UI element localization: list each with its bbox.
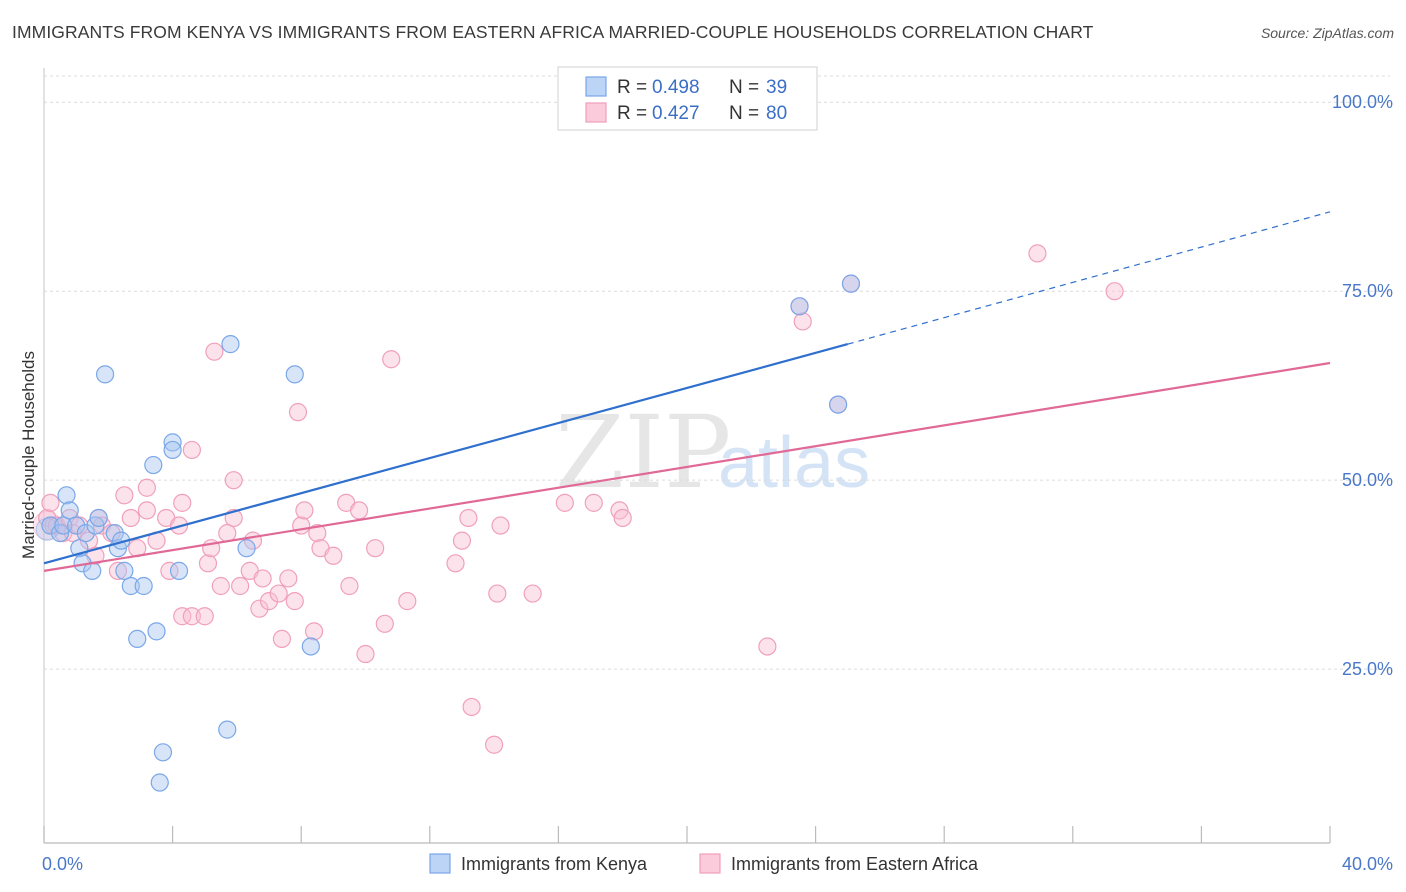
eafrica-point-39 bbox=[254, 570, 271, 587]
eafrica-point-56 bbox=[367, 540, 384, 557]
eafrica-point-71 bbox=[614, 509, 631, 526]
eafrica-point-18 bbox=[138, 479, 155, 496]
watermark-zip: ZIP bbox=[555, 394, 731, 511]
kenya-point-21 bbox=[148, 623, 165, 640]
legend-swatch-eafrica bbox=[586, 103, 606, 122]
eafrica-point-55 bbox=[357, 646, 374, 663]
eafrica-point-31 bbox=[212, 578, 229, 595]
eafrica-point-78 bbox=[1106, 283, 1123, 300]
eafrica-point-17 bbox=[138, 502, 155, 519]
kenya-point-28 bbox=[222, 336, 239, 353]
legend-n-value-kenya: 39 bbox=[766, 77, 787, 98]
eafrica-point-63 bbox=[463, 698, 480, 715]
eafrica-point-66 bbox=[492, 517, 509, 534]
legend-r-value-eafrica: 0.427 bbox=[652, 103, 700, 124]
x-tick-label-max: 40.0% bbox=[1342, 854, 1393, 874]
eafrica-point-60 bbox=[447, 555, 464, 572]
eafrica-point-64 bbox=[486, 736, 503, 753]
y-tick-label-25: 25.0% bbox=[1342, 659, 1393, 679]
eafrica-point-45 bbox=[289, 404, 306, 421]
kenya-point-18 bbox=[129, 630, 146, 647]
eafrica-point-51 bbox=[325, 547, 342, 564]
eafrica-point-34 bbox=[225, 472, 242, 489]
eafrica-point-67 bbox=[524, 585, 541, 602]
kenya-point-24 bbox=[171, 562, 188, 579]
eafrica-point-27 bbox=[199, 555, 216, 572]
correlation-legend: R = 0.498 N = 39 R = 0.427 N = 80 bbox=[558, 67, 817, 130]
eafrica-point-14 bbox=[116, 487, 133, 504]
watermark-atlas: atlas bbox=[718, 423, 870, 503]
eafrica-point-54 bbox=[351, 502, 368, 519]
scatter-chart: ZIP atlas 25.0% 50.0% 75.0% 100.0% 0.0% 40.0%… bbox=[0, 0, 1406, 892]
y-tick-label-50: 50.0% bbox=[1342, 470, 1393, 490]
bottom-legend-swatch-eafrica bbox=[700, 854, 720, 873]
legend-r-label-kenya: R = bbox=[617, 77, 647, 98]
bottom-legend-label-eafrica: Immigrants from Eastern Africa bbox=[731, 854, 979, 874]
eafrica-point-48 bbox=[306, 623, 323, 640]
eafrica-point-1 bbox=[42, 494, 59, 511]
kenya-point-4 bbox=[61, 502, 78, 519]
eafrica-point-61 bbox=[453, 532, 470, 549]
kenya-point-3 bbox=[58, 487, 75, 504]
y-tick-label-100: 100.0% bbox=[1332, 92, 1393, 112]
kenya-point-29 bbox=[238, 540, 255, 557]
eafrica-point-59 bbox=[399, 593, 416, 610]
eafrica-point-43 bbox=[280, 570, 297, 587]
legend-swatch-kenya bbox=[586, 77, 606, 96]
eafrica-point-32 bbox=[219, 525, 236, 542]
kenya-point-33 bbox=[830, 396, 847, 413]
eafrica-point-28 bbox=[196, 608, 213, 625]
kenya-point-27 bbox=[219, 721, 236, 738]
eafrica-point-62 bbox=[460, 509, 477, 526]
eafrica-point-35 bbox=[232, 578, 249, 595]
eafrica-point-53 bbox=[341, 578, 358, 595]
kenya-point-31 bbox=[302, 638, 319, 655]
kenya-point-25 bbox=[154, 744, 171, 761]
eafrica-point-77 bbox=[1029, 245, 1046, 262]
kenya-point-16 bbox=[116, 562, 133, 579]
eafrica-point-68 bbox=[556, 494, 573, 511]
bottom-legend-label-kenya: Immigrants from Kenya bbox=[461, 854, 648, 874]
legend-n-label-kenya: N = bbox=[729, 77, 759, 98]
kenya-point-30 bbox=[286, 366, 303, 383]
eafrica-point-72 bbox=[759, 638, 776, 655]
kenya-trend-extension bbox=[848, 212, 1330, 344]
eafrica-point-26 bbox=[183, 441, 200, 458]
eafrica-point-46 bbox=[293, 517, 310, 534]
eafrica-point-57 bbox=[376, 615, 393, 632]
eafrica-point-58 bbox=[383, 351, 400, 368]
eafrica-point-65 bbox=[489, 585, 506, 602]
eafrica-point-69 bbox=[585, 494, 602, 511]
kenya-point-32 bbox=[791, 298, 808, 315]
kenya-point-20 bbox=[145, 457, 162, 474]
kenya-point-34 bbox=[842, 275, 859, 292]
eafrica-point-15 bbox=[122, 509, 139, 526]
kenya-point-12 bbox=[97, 366, 114, 383]
kenya-point-26 bbox=[151, 774, 168, 791]
legend-r-label-eafrica: R = bbox=[617, 103, 647, 124]
y-axis-label: Married-couple Households bbox=[19, 351, 38, 559]
eafrica-point-23 bbox=[174, 494, 191, 511]
series-legend: Immigrants from Kenya Immigrants from Ea… bbox=[430, 854, 979, 874]
legend-n-value-eafrica: 80 bbox=[766, 103, 787, 124]
kenya-point-11 bbox=[90, 509, 107, 526]
eafrica-point-47 bbox=[296, 502, 313, 519]
eafrica-point-74 bbox=[794, 313, 811, 330]
eafrica-point-41 bbox=[270, 585, 287, 602]
eafrica-point-42 bbox=[273, 630, 290, 647]
legend-n-label-eafrica: N = bbox=[729, 103, 759, 124]
bottom-legend-swatch-kenya bbox=[430, 854, 450, 873]
kenya-point-23 bbox=[164, 441, 181, 458]
y-tick-label-75: 75.0% bbox=[1342, 281, 1393, 301]
kenya-point-19 bbox=[135, 578, 152, 595]
eafrica-point-44 bbox=[286, 593, 303, 610]
x-tick-label-min: 0.0% bbox=[42, 854, 83, 874]
legend-r-value-kenya: 0.498 bbox=[652, 77, 700, 98]
eafrica-point-30 bbox=[206, 343, 223, 360]
